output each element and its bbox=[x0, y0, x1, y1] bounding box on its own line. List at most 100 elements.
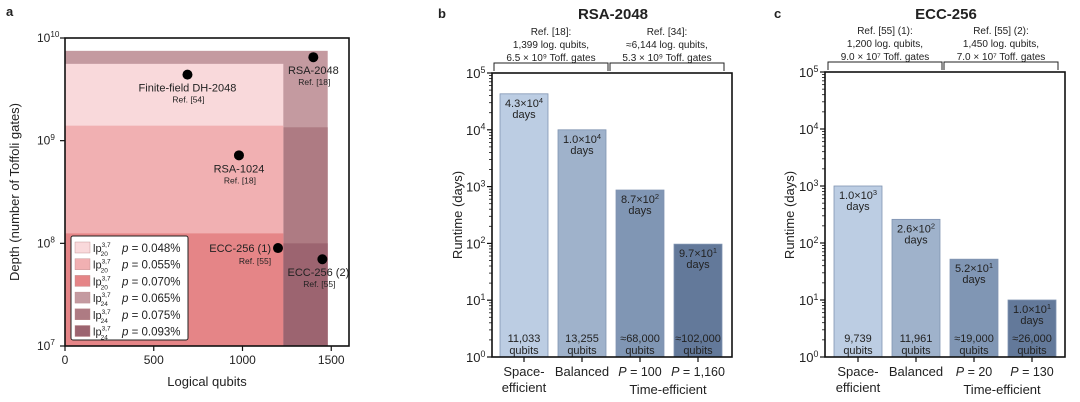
bracket-text: 6.5 × 10⁹ Toff. gates bbox=[506, 53, 595, 64]
y-tick-label: 105 bbox=[466, 65, 485, 81]
legend-entry-p: p = 0.070% bbox=[121, 276, 181, 288]
point-label: Finite-field DH-2048 bbox=[139, 83, 237, 95]
bracket-text: 7.0 × 10⁷ Toff. gates bbox=[957, 52, 1046, 63]
y-tick-label: 108 bbox=[37, 236, 55, 251]
bar-qubit-unit: qubits bbox=[509, 345, 539, 357]
category-label: Balanced bbox=[889, 364, 943, 379]
point-label: ECC-256 (1) bbox=[209, 243, 271, 255]
bar-qubit-count: 9,739 bbox=[844, 333, 872, 345]
point-ref: Ref. [18] bbox=[224, 175, 256, 185]
y-tick-label: 102 bbox=[799, 235, 818, 251]
legend-entry-code: lp3,7 24 bbox=[93, 309, 111, 325]
legend-swatch bbox=[74, 291, 91, 304]
data-point bbox=[317, 254, 328, 265]
panel-b-label: b bbox=[438, 6, 446, 21]
bracket bbox=[943, 61, 1059, 70]
point-label: RSA-1024 bbox=[214, 163, 265, 175]
point-ref: Ref. [18] bbox=[298, 77, 330, 87]
bracket-text: 1,399 log. qubits, bbox=[513, 40, 589, 51]
bar-value-label: 9.7×101 bbox=[679, 246, 717, 260]
bar-value-label: 1.0×101 bbox=[1013, 302, 1051, 316]
bar-value-unit: days bbox=[846, 201, 870, 213]
legend-entry-code: lp3,7 20 bbox=[93, 259, 111, 275]
bracket bbox=[827, 61, 943, 70]
legend-entry-code: lp3,7 20 bbox=[93, 275, 111, 291]
category-label: Balanced bbox=[555, 364, 609, 379]
x-tick-label: 0 bbox=[62, 353, 69, 367]
bar-value-unit: days bbox=[570, 145, 594, 157]
category-label-line2: efficient bbox=[836, 380, 881, 395]
bracket-text: ≈6,144 log. qubits, bbox=[626, 40, 708, 51]
bar bbox=[891, 218, 941, 358]
bar-qubit-count: 13,255 bbox=[565, 333, 599, 345]
category-label: P = 1,160 bbox=[671, 365, 725, 379]
legend-swatch bbox=[74, 325, 91, 337]
y-tick-label: 100 bbox=[466, 349, 485, 365]
legend-entry-p: p = 0.065% bbox=[121, 293, 181, 305]
legend-entry-code: lp3,7 24 bbox=[93, 292, 111, 308]
data-point bbox=[233, 150, 244, 161]
bar-value-unit: days bbox=[512, 109, 536, 121]
data-point bbox=[182, 69, 193, 80]
bar-value-unit: days bbox=[628, 205, 652, 217]
bar-qubit-count: ≈68,000 bbox=[620, 333, 660, 345]
bracket-text: 1,200 log. qubits, bbox=[847, 39, 923, 50]
point-ref: Ref. [54] bbox=[172, 95, 204, 105]
bar-qubit-count: 11,033 bbox=[508, 333, 541, 345]
bar-value-label: 8.7×102 bbox=[621, 192, 659, 206]
plot-frame bbox=[64, 37, 350, 347]
bar-qubit-unit: qubits bbox=[1017, 345, 1047, 357]
x-tick-label: 500 bbox=[144, 353, 164, 367]
bar-value-unit: days bbox=[904, 234, 928, 246]
bar bbox=[1007, 299, 1057, 358]
y-tick-label: 109 bbox=[37, 133, 55, 148]
plot-frame bbox=[824, 71, 1066, 358]
y-tick-label: 104 bbox=[466, 122, 485, 138]
legend-entry-p: p = 0.075% bbox=[121, 310, 181, 322]
bar-value-label: 1.0×103 bbox=[839, 188, 877, 202]
category-label-line2: efficient bbox=[502, 380, 547, 395]
bar-qubit-count: ≈102,000 bbox=[675, 333, 721, 345]
bar-value-label: 2.6×102 bbox=[897, 221, 935, 235]
bar bbox=[615, 189, 665, 358]
panel-b-ylabel: Runtime (days) bbox=[450, 171, 465, 259]
bar bbox=[673, 243, 723, 358]
panel-c-ylabel: Runtime (days) bbox=[782, 171, 797, 259]
bracket-text: 5.3 × 10⁹ Toff. gates bbox=[622, 53, 711, 64]
bar-qubit-unit: qubits bbox=[959, 345, 989, 357]
category-label: Space- bbox=[503, 364, 544, 379]
category-label: Space- bbox=[837, 364, 878, 379]
bar-qubit-unit: qubits bbox=[683, 345, 713, 357]
legend-swatch bbox=[74, 275, 91, 287]
legend-entry-code: lp3,7 20 bbox=[93, 242, 111, 258]
bracket-text: 1,450 log. qubits, bbox=[963, 39, 1039, 50]
data-point bbox=[308, 52, 319, 63]
x-tick-label: 1000 bbox=[229, 353, 256, 367]
point-ref: Ref. [55] bbox=[239, 256, 271, 266]
legend-entry-p: p = 0.093% bbox=[121, 327, 181, 339]
legend-entry-p: p = 0.048% bbox=[121, 243, 181, 255]
bar bbox=[949, 258, 999, 358]
bar-qubit-unit: qubits bbox=[625, 345, 655, 357]
legend-entry-p: p = 0.055% bbox=[121, 260, 181, 272]
y-tick-label: 103 bbox=[799, 178, 818, 194]
y-tick-label: 1010 bbox=[37, 30, 60, 45]
y-tick-label: 101 bbox=[466, 292, 485, 308]
bracket-text: 9.0 × 10⁷ Toff. gates bbox=[841, 52, 930, 63]
bracket bbox=[609, 62, 725, 71]
bracket-text: Ref. [34]: bbox=[647, 27, 688, 38]
bar-qubit-unit: qubits bbox=[901, 345, 931, 357]
bar-value-unit: days bbox=[962, 274, 986, 286]
y-tick-label: 102 bbox=[466, 235, 485, 251]
legend-swatch bbox=[74, 308, 91, 320]
bracket-text: Ref. [55] (1): bbox=[857, 26, 913, 37]
legend-box bbox=[70, 235, 189, 341]
legend-swatch bbox=[74, 258, 91, 270]
category-label: P = 130 bbox=[1010, 365, 1053, 379]
legend-swatch bbox=[74, 241, 91, 254]
bracket-text: Ref. [55] (2): bbox=[973, 26, 1029, 37]
bar bbox=[499, 93, 549, 358]
panel-b: 4.3×104days11,033qubitsSpace-efficient1.… bbox=[466, 27, 733, 395]
bar bbox=[833, 185, 883, 358]
